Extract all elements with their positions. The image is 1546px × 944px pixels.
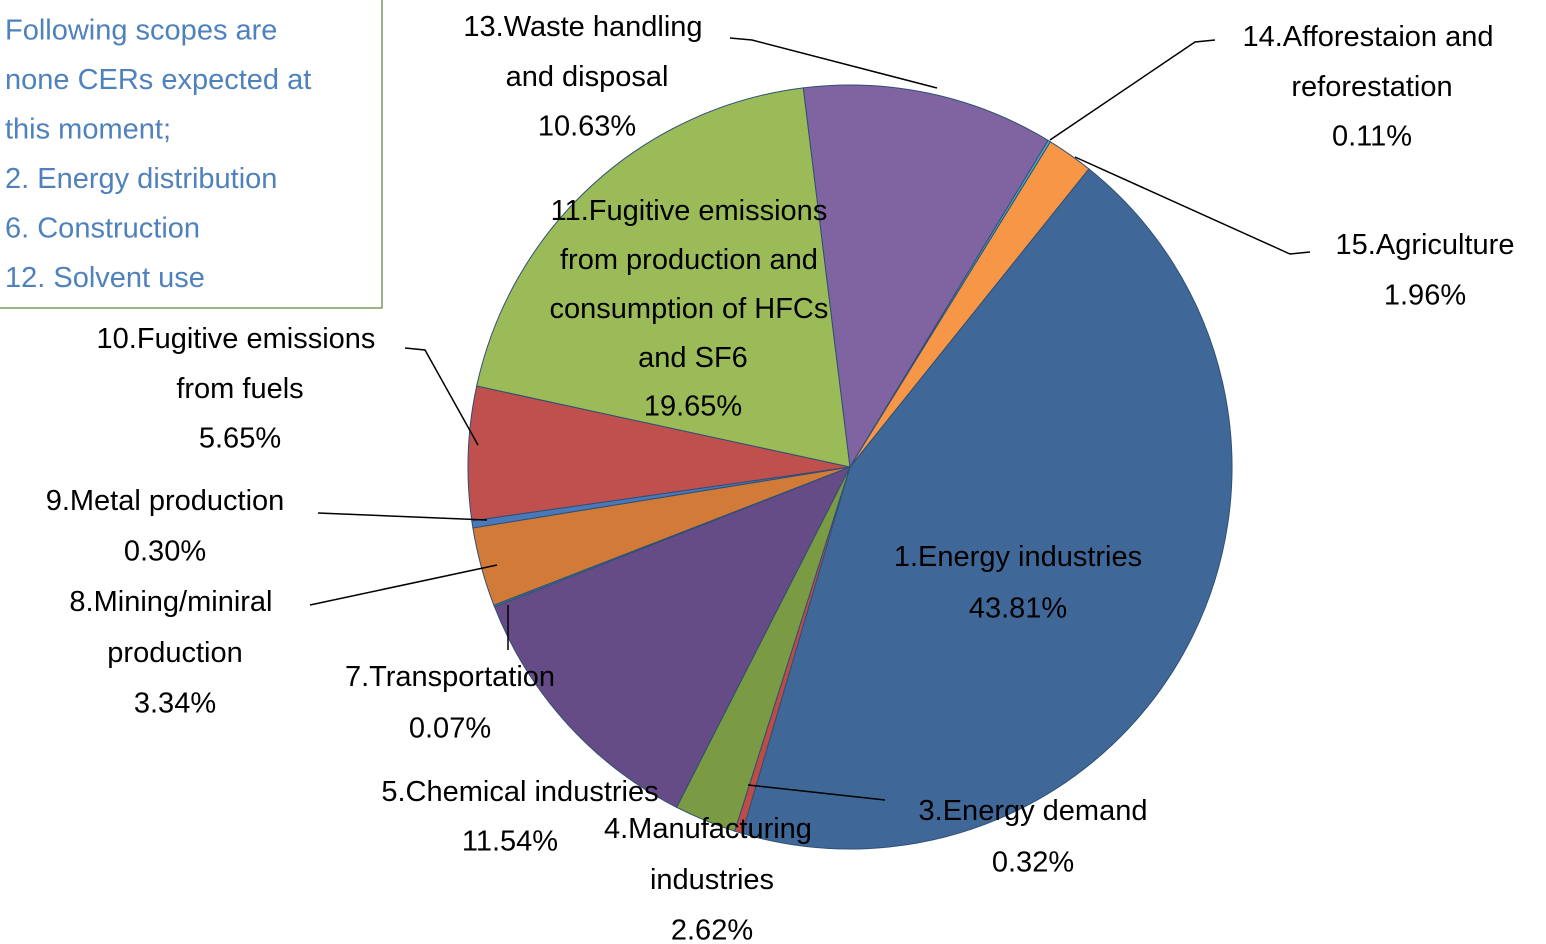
slice-label: 10.Fugitive emissions from fuels: [97, 323, 384, 405]
note-text: none CERs expected at: [5, 64, 311, 96]
slice-label: 4.Manufacturing industries: [604, 813, 820, 896]
value-label: 0.32%: [992, 847, 1074, 879]
pie-slice: [467, 385, 851, 522]
leader-line: [1049, 39, 1216, 141]
leader-line: [729, 37, 938, 89]
slice-label: 8.Mining/miniral production: [69, 586, 280, 669]
value-label: 0.07%: [409, 713, 491, 745]
value-label: 2.62%: [671, 915, 753, 944]
leader-line: [747, 784, 886, 801]
value-label: 19.65%: [644, 391, 742, 423]
pie-slice: [741, 168, 1233, 850]
value-label: 0.30%: [124, 536, 206, 568]
note-text: 2. Energy distribution: [5, 163, 277, 195]
leader-line: [317, 512, 488, 521]
slice-label: 9.Metal production: [46, 485, 285, 517]
pie-slice: [476, 87, 851, 468]
value-label: 10.63%: [538, 111, 636, 143]
slice-label: 7.Transportation: [345, 661, 555, 693]
slice-label: 5.Chemical industries: [381, 776, 658, 808]
note-text: 6. Construction: [5, 213, 200, 245]
value-label: 0.11%: [1332, 121, 1412, 153]
slice-label: 13.Waste handling and disposal: [463, 11, 710, 93]
pie-slice: [493, 466, 852, 809]
value-label: 11.54%: [462, 826, 558, 858]
note-text: this moment;: [5, 114, 171, 146]
slice-label: 3.Energy demand: [919, 795, 1148, 827]
leader-line: [1074, 156, 1311, 255]
slice-label: 15.Agriculture: [1336, 229, 1515, 261]
slice-label: 1.Energy industries: [894, 541, 1142, 573]
note-text: 12. Solvent use: [5, 262, 205, 294]
leader-line: [404, 347, 479, 446]
note-box: [0, 0, 383, 309]
slice-label: 11.Fugitive emissions from production an…: [550, 195, 837, 374]
leader-line: [309, 564, 498, 606]
value-label: 3.34%: [134, 688, 216, 720]
pie-slice: [802, 84, 1049, 469]
value-label: 5.65%: [199, 423, 281, 455]
value-label: 1.96%: [1384, 280, 1466, 312]
slice-label: 14.Afforestaion and reforestation: [1242, 21, 1501, 103]
pie-slice: [849, 141, 1090, 468]
note-text: Following scopes are: [5, 15, 277, 47]
value-label: 43.81%: [969, 593, 1067, 625]
